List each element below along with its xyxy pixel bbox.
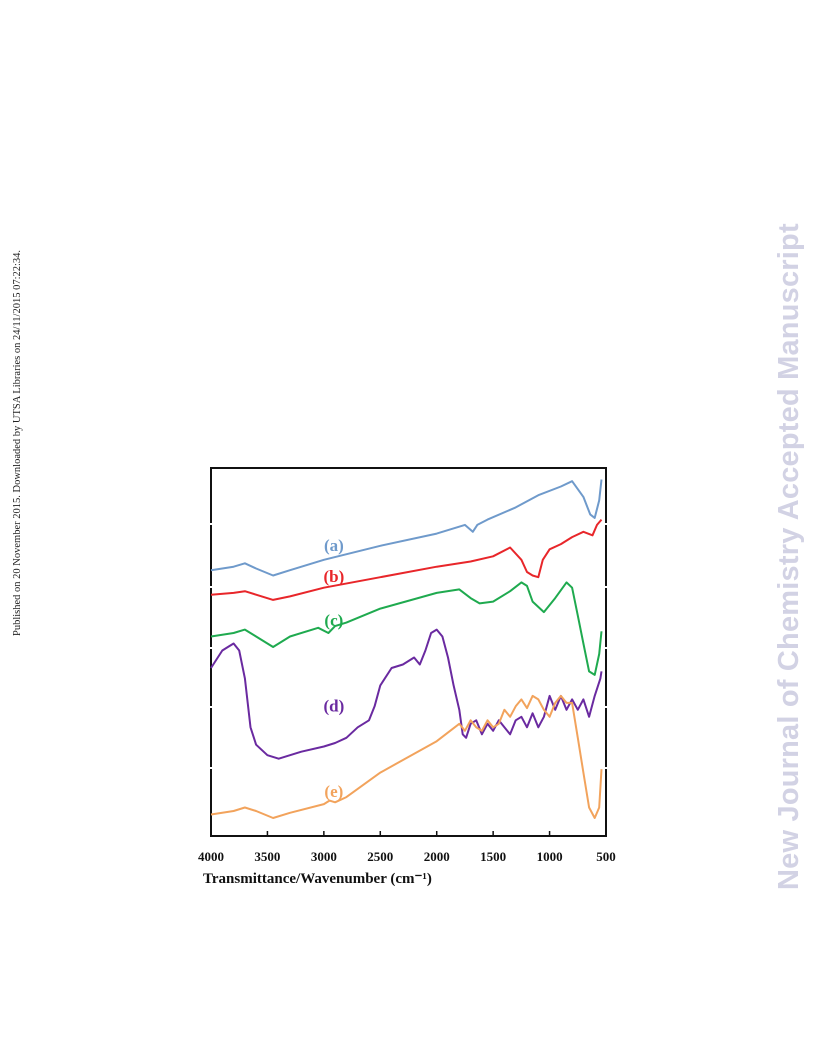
series-line-a	[210, 479, 603, 577]
x-tick-label: 500	[596, 849, 616, 864]
plot-frame	[210, 467, 607, 837]
frame-notch	[604, 523, 608, 525]
x-tick-label: 3000	[311, 849, 337, 864]
series-line-e	[210, 694, 603, 819]
x-tick-label: 4000	[198, 849, 224, 864]
x-tick-label: 3500	[254, 849, 280, 864]
series-line-b	[210, 518, 603, 601]
axis-notches	[209, 523, 608, 769]
series-label-b: (b)	[323, 567, 344, 586]
series-label-a: (a)	[324, 536, 344, 555]
series-label-d: (d)	[323, 696, 344, 715]
x-tick-label: 1000	[537, 849, 563, 864]
frame-notch	[209, 523, 213, 525]
x-tick-label: 2000	[424, 849, 450, 864]
series-line-d	[210, 628, 603, 760]
x-tick-label: 1500	[480, 849, 506, 864]
frame-notch	[604, 586, 608, 588]
frame-notch	[209, 706, 213, 708]
frame-notch	[604, 647, 608, 649]
x-ticks: 4000 3500 3000 2500 2000 1500 1000 500	[198, 831, 616, 864]
frame-notch	[209, 767, 213, 769]
frame-notch	[604, 767, 608, 769]
series-lines	[210, 479, 603, 819]
series-label-c: (c)	[324, 611, 343, 630]
frame-notch	[209, 586, 213, 588]
frame-notch	[604, 706, 608, 708]
series-line-c	[210, 581, 603, 676]
x-tick-label: 2500	[367, 849, 393, 864]
x-axis-label: Transmittance/Wavenumber (cm⁻¹)	[203, 871, 432, 887]
series-labels: (a) (b) (c) (d) (e)	[323, 536, 344, 801]
series-label-e: (e)	[324, 782, 343, 801]
frame-notch	[209, 647, 213, 649]
